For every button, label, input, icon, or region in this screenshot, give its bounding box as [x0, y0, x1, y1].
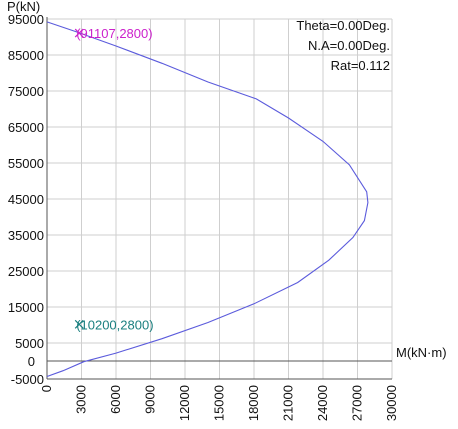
info-line: N.A=0.00Deg. [308, 38, 390, 53]
y-tick-label: -5000 [11, 372, 44, 387]
x-tick-label: 12000 [177, 385, 192, 421]
x-tick-label: 21000 [281, 385, 296, 421]
y-tick-label: 15000 [8, 300, 44, 315]
y-zero-label: 0 [28, 354, 35, 369]
y-tick-label: 95000 [8, 12, 44, 27]
y-tick-label: 45000 [8, 192, 44, 207]
bottom-point-marker [74, 319, 84, 329]
y-tick-label: 5000 [15, 336, 44, 351]
top-point-label: (91107,2800) [76, 26, 152, 41]
x-tick-label: 9000 [143, 385, 158, 414]
tick-labels: 0 3000 6000 9000 12000 15000 18000 21000 24000 27… [7, 0, 447, 421]
pm-curve-line [46, 21, 369, 378]
x-tick-label: 3000 [74, 385, 89, 414]
annotations: (91107,2800) (10200,2800) Theta=0.00Deg. N.… [74, 18, 390, 332]
x-tick-label: 18000 [246, 385, 261, 421]
info-line: Theta=0.00Deg. [296, 18, 390, 33]
x-tick-label: 27000 [350, 385, 365, 421]
y-tick-label: 35000 [8, 228, 44, 243]
y-axis-title: P(kN) [7, 0, 40, 14]
y-tick-label: 55000 [8, 156, 44, 171]
x-axis-title: M(kN·m) [396, 345, 447, 360]
top-point-marker [74, 28, 84, 38]
info-line: Rat=0.112 [331, 58, 390, 73]
bottom-point-label: (10200,2800) [76, 317, 153, 332]
x-tick-label: 6000 [108, 385, 123, 414]
series-layer [46, 21, 369, 378]
y-tick-label: 65000 [8, 120, 44, 135]
x-tick-label: 0 [39, 385, 54, 392]
x-tick-label: 15000 [212, 385, 227, 421]
y-tick-label: 85000 [8, 48, 44, 63]
y-tick-label: 25000 [8, 264, 44, 279]
axes [46, 17, 392, 380]
x-tick-label: 30000 [384, 385, 399, 421]
x-tick-label: 24000 [315, 385, 330, 421]
y-tick-label: 75000 [8, 84, 44, 99]
